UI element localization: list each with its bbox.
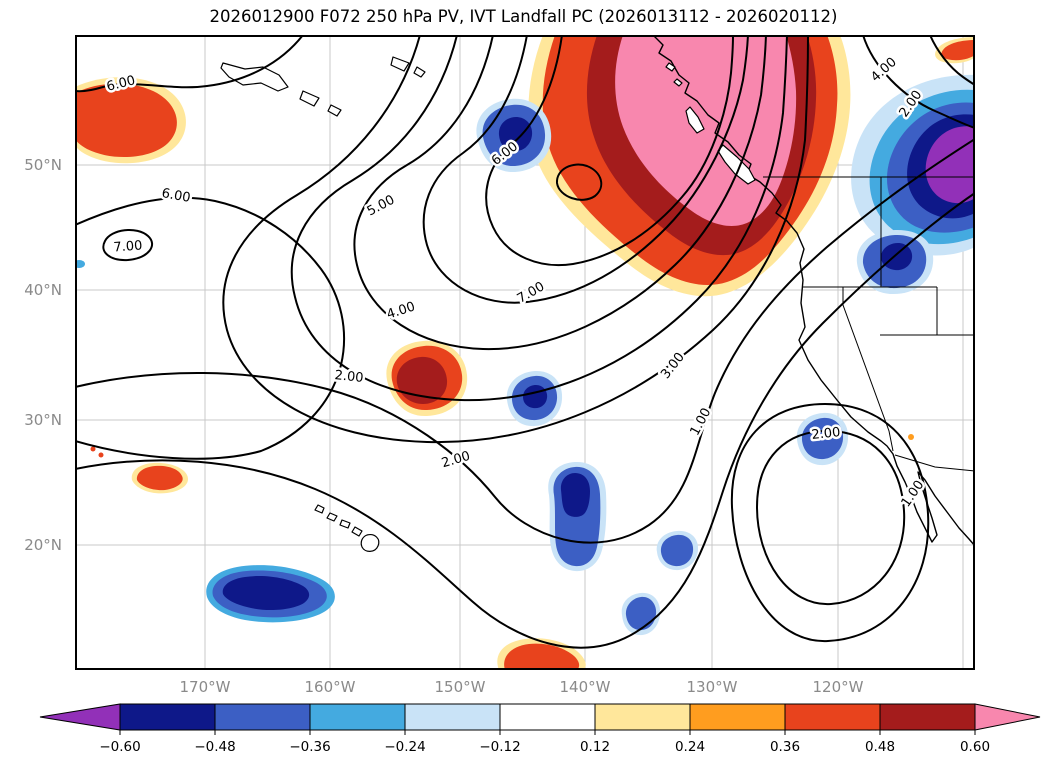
- cold-anomaly: [498, 117, 533, 152]
- colorbar-segment-white: [499, 703, 596, 731]
- alaska-islands: [327, 104, 342, 117]
- colorbar-over-arrow: [974, 703, 1041, 731]
- cold-anomaly: [881, 243, 913, 271]
- cold-anomaly: [660, 534, 694, 567]
- alaska-islands: [390, 56, 410, 72]
- contour-label: 1.00: [688, 406, 715, 439]
- warm-anomaly: [136, 465, 183, 491]
- pv-contour: [102, 229, 154, 262]
- pv-contour: [730, 402, 930, 643]
- pv-contour: [755, 429, 906, 606]
- colorbar-tick-label: 0.36: [770, 739, 800, 755]
- contour-label: 4.00: [385, 299, 417, 322]
- pv-contour: [555, 163, 603, 201]
- map-svg: 6.006.007.006.005.004.007.003.001.002.00…: [73, 34, 976, 670]
- hawaii-islands: [339, 519, 351, 529]
- x-tick-140w: 140°W: [559, 678, 611, 696]
- y-tick-30n: 30°N: [24, 411, 62, 429]
- contour-label: 7.00: [515, 279, 548, 306]
- hawaii-islands: [314, 504, 325, 514]
- colorbar-tick-label: 0.60: [960, 739, 990, 755]
- pv-contour: [485, 34, 734, 267]
- cold-anomaly: [625, 596, 657, 631]
- colorbar-under-arrow: [39, 703, 121, 731]
- pv-contour: [74, 192, 976, 649]
- contour-label: 7.00: [113, 239, 143, 256]
- contour-label: 6.00: [160, 186, 191, 206]
- y-tick-50n: 50°N: [24, 156, 62, 174]
- plot-border: [75, 35, 975, 670]
- colorbar-segment-paleyellow: [594, 703, 691, 731]
- pv-contour: [222, 34, 809, 444]
- colorbar-segment-skyblue: [309, 703, 406, 731]
- colorbar-body: −0.60 −0.48 −0.36 −0.24 −0.12 0.12 0.24 0.36 0.4…: [39, 703, 1041, 755]
- colorbar-tick-label: 0.24: [675, 739, 705, 755]
- colorbar-tick-label: −0.36: [289, 739, 330, 755]
- colorbar: −0.60 −0.48 −0.36 −0.24 −0.12 0.12 0.24 0.36 0.4…: [0, 698, 1047, 762]
- warm-anomaly: [908, 434, 914, 440]
- colorbar-segment-orange: [689, 703, 786, 731]
- colorbar-segment-navy: [119, 703, 216, 731]
- colorbar-tick-label: −0.24: [384, 739, 425, 755]
- north-america-coastline: [652, 34, 976, 547]
- hawaii-islands: [326, 512, 338, 522]
- x-tick-120w: 120°W: [812, 678, 864, 696]
- warm-anomaly: [75, 83, 177, 158]
- hawaii-big-island: [360, 534, 380, 552]
- alaska-islands: [220, 62, 289, 92]
- contour-label: 2.00: [334, 368, 364, 386]
- pv-contour: [74, 196, 346, 460]
- cold-anomaly: [560, 473, 590, 517]
- cold-anomaly: [222, 576, 310, 611]
- haida-gwaii-island: [685, 106, 705, 134]
- chart-title: 2026012900 F072 250 hPa PV, IVT Landfall…: [209, 7, 838, 26]
- warm-anomaly: [90, 446, 96, 452]
- pv-contour: [422, 34, 749, 304]
- us-mexico-border: [894, 454, 976, 472]
- pv-contour: [862, 34, 976, 129]
- california-nevada-border: [842, 287, 894, 452]
- pv-contour: [353, 34, 767, 351]
- colorbar-segment-paleblue: [404, 703, 501, 731]
- x-tick-130w: 130°W: [686, 678, 738, 696]
- alaska-islands: [299, 90, 320, 107]
- warm-anomaly: [396, 356, 448, 404]
- colorbar-segment-blue: [214, 703, 311, 731]
- x-tick-150w: 150°W: [434, 678, 486, 696]
- coastlines: [220, 34, 976, 552]
- pv-contour: [74, 34, 304, 93]
- y-tick-40n: 40°N: [24, 281, 62, 299]
- colorbar-tick-label: 0.12: [580, 739, 610, 755]
- pv-contour: [74, 138, 976, 544]
- coastal-islet: [665, 62, 676, 72]
- x-tick-160w: 160°W: [304, 678, 356, 696]
- coastal-islet: [673, 78, 683, 87]
- pv-contour: [290, 34, 788, 402]
- warm-anomaly: [98, 452, 104, 458]
- warm-anomaly: [941, 40, 975, 61]
- contour-label: 2.00: [811, 425, 841, 443]
- shaded-anomalies: [73, 35, 975, 670]
- alaska-islands: [413, 66, 426, 78]
- colorbar-svg: −0.60 −0.48 −0.36 −0.24 −0.12 0.12 0.24 0.36 0.4…: [39, 703, 1041, 755]
- colorbar-tick-label: 0.48: [865, 739, 895, 755]
- colorbar-tick-label: −0.60: [99, 739, 140, 755]
- x-tick-170w: 170°W: [179, 678, 231, 696]
- colorbar-segment-darkred: [879, 703, 976, 731]
- warm-anomaly: [504, 643, 580, 670]
- cold-anomaly: [801, 417, 844, 460]
- colorbar-segment-orangered: [784, 703, 881, 731]
- hawaii-islands: [351, 526, 363, 537]
- pv-contour: [929, 34, 976, 86]
- map-plot: 6.00 6.00 7.00 6.00 5.00 4.00 7.00 3.00 1.00 2.00…: [73, 34, 976, 670]
- pv-contours: [74, 34, 976, 649]
- contour-label: 4.00: [868, 55, 900, 86]
- colorbar-tick-label: −0.48: [194, 739, 235, 755]
- y-tick-20n: 20°N: [24, 536, 62, 554]
- colorbar-tick-label: −0.12: [479, 739, 520, 755]
- cold-anomaly-core: [925, 126, 975, 204]
